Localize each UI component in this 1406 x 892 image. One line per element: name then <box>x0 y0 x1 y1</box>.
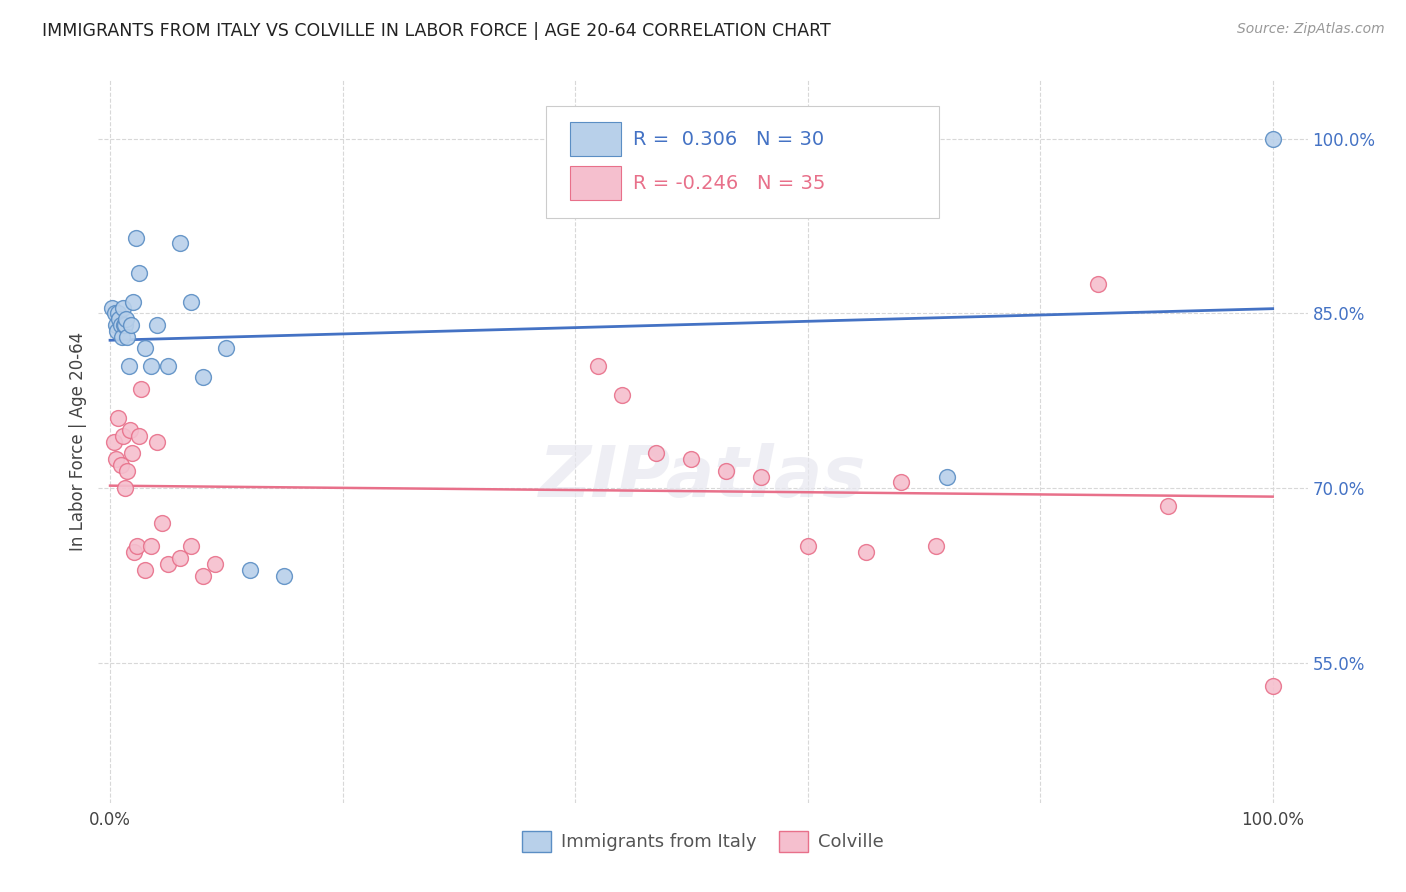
Point <box>157 359 180 373</box>
Point <box>716 464 738 478</box>
Point <box>191 568 214 582</box>
FancyBboxPatch shape <box>546 105 939 218</box>
Point <box>134 563 156 577</box>
Y-axis label: In Labor Force | Age 20-64: In Labor Force | Age 20-64 <box>69 332 87 551</box>
Point <box>134 341 156 355</box>
Point <box>936 469 959 483</box>
Point <box>157 557 180 571</box>
Point <box>104 306 127 320</box>
Point <box>924 540 946 554</box>
Point <box>122 294 145 309</box>
Text: R = -0.246   N = 35: R = -0.246 N = 35 <box>633 174 825 193</box>
Text: IMMIGRANTS FROM ITALY VS COLVILLE IN LABOR FORCE | AGE 20-64 CORRELATION CHART: IMMIGRANTS FROM ITALY VS COLVILLE IN LAB… <box>42 22 831 40</box>
Point <box>104 452 127 467</box>
Point <box>107 306 129 320</box>
Point <box>855 545 877 559</box>
Point <box>169 236 191 251</box>
Point <box>111 428 134 442</box>
Point <box>110 458 132 472</box>
Point <box>139 359 162 373</box>
Point <box>169 551 191 566</box>
Point <box>890 475 912 490</box>
Point <box>749 469 772 483</box>
Point <box>110 318 132 332</box>
Point <box>273 568 295 582</box>
Point <box>107 411 129 425</box>
Point <box>1087 277 1109 292</box>
Point <box>114 481 136 495</box>
Point <box>121 446 143 460</box>
Point <box>588 359 610 373</box>
Point <box>645 446 668 460</box>
Point <box>124 545 146 559</box>
Point <box>1261 131 1284 145</box>
Text: ZIPatlas: ZIPatlas <box>540 443 866 512</box>
Point <box>204 557 226 571</box>
Text: Source: ZipAtlas.com: Source: ZipAtlas.com <box>1237 22 1385 37</box>
Point <box>104 318 127 332</box>
Point <box>796 540 818 554</box>
Point <box>180 540 202 554</box>
Point <box>118 423 141 437</box>
Point <box>117 329 139 343</box>
Point <box>111 329 134 343</box>
Point <box>681 452 703 467</box>
Point <box>1157 499 1180 513</box>
FancyBboxPatch shape <box>569 122 621 156</box>
Point <box>124 230 146 244</box>
Point <box>128 428 150 442</box>
Point <box>145 318 167 332</box>
Point <box>101 301 124 315</box>
Point <box>145 434 167 449</box>
Legend: Immigrants from Italy, Colville: Immigrants from Italy, Colville <box>515 823 891 859</box>
Point <box>103 434 125 449</box>
Point <box>108 312 131 326</box>
Point <box>117 464 139 478</box>
Point <box>115 312 138 326</box>
Point <box>112 318 135 332</box>
Point <box>131 382 153 396</box>
Point <box>118 359 141 373</box>
Text: R =  0.306   N = 30: R = 0.306 N = 30 <box>633 129 824 149</box>
Point <box>111 301 134 315</box>
Point <box>215 341 238 355</box>
Point <box>610 388 633 402</box>
Point <box>139 540 162 554</box>
Point <box>120 318 142 332</box>
Point <box>128 266 150 280</box>
Point <box>114 318 136 332</box>
Point <box>180 294 202 309</box>
Point <box>1261 679 1284 693</box>
FancyBboxPatch shape <box>569 166 621 200</box>
Point <box>150 516 173 530</box>
Point <box>191 370 214 384</box>
Point <box>105 324 128 338</box>
Point <box>125 540 148 554</box>
Point <box>239 563 262 577</box>
